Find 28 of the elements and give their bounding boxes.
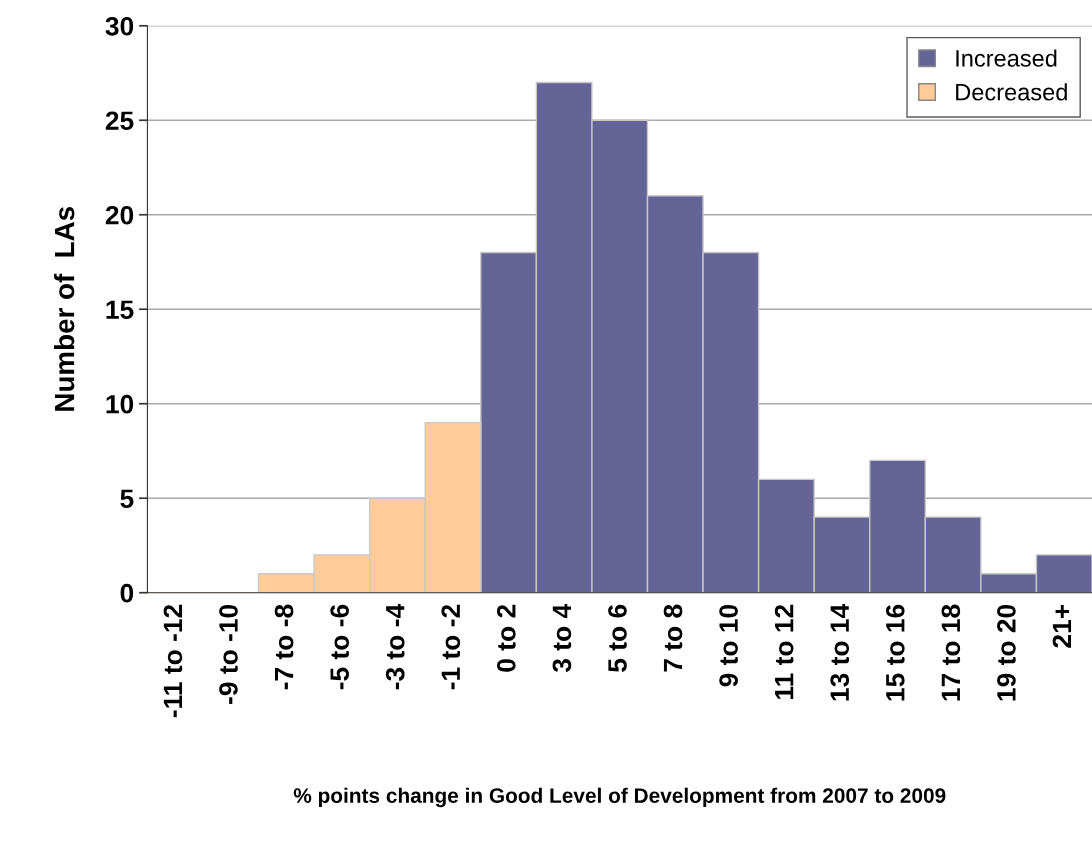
x-tick-label: -7 to -8: [274, 604, 294, 690]
y-tick-label: 25: [105, 111, 134, 131]
x-tick-label: 13 to 14: [830, 603, 850, 701]
x-tick-label: 11 to 12: [774, 604, 794, 699]
legend-label: Decreased: [956, 83, 1067, 101]
x-tick-label: 3 to 4: [552, 603, 572, 673]
x-tick-label: -1 to -2: [441, 604, 461, 690]
x-tick-label: -9 to -10: [219, 604, 238, 704]
y-tick-label: 15: [106, 300, 134, 320]
y-axis-title: Number of LAs: [53, 206, 75, 411]
x-axis-title: % points change in Good Level of Development from 2007 to 2009: [293, 787, 946, 808]
x-tick-label: -5 to -6: [330, 604, 349, 690]
x-tick-label: 21+: [1052, 604, 1072, 648]
y-tick-label: 5: [120, 489, 134, 509]
x-tick-label: 0 to 2: [496, 604, 516, 672]
x-tick-label: 9 to 10: [719, 604, 738, 687]
x-tick-label: -11 to -12: [163, 604, 183, 718]
x-tick-label: -3 to -4: [385, 603, 405, 690]
y-tick-label: 30: [105, 16, 134, 36]
x-tick-label: 7 to 8: [663, 604, 683, 672]
x-tick-label: 19 to 20: [997, 604, 1016, 701]
y-tick-label: 0: [120, 583, 134, 603]
y-tick-label: 10: [106, 394, 134, 414]
x-tick-label: 17 to 18: [941, 604, 961, 701]
x-tick-label: 5 to 6: [608, 604, 627, 672]
x-tick-label: 15 to 16: [885, 604, 905, 701]
y-tick-label: 20: [105, 205, 134, 225]
legend-label: Increased: [956, 49, 1057, 67]
